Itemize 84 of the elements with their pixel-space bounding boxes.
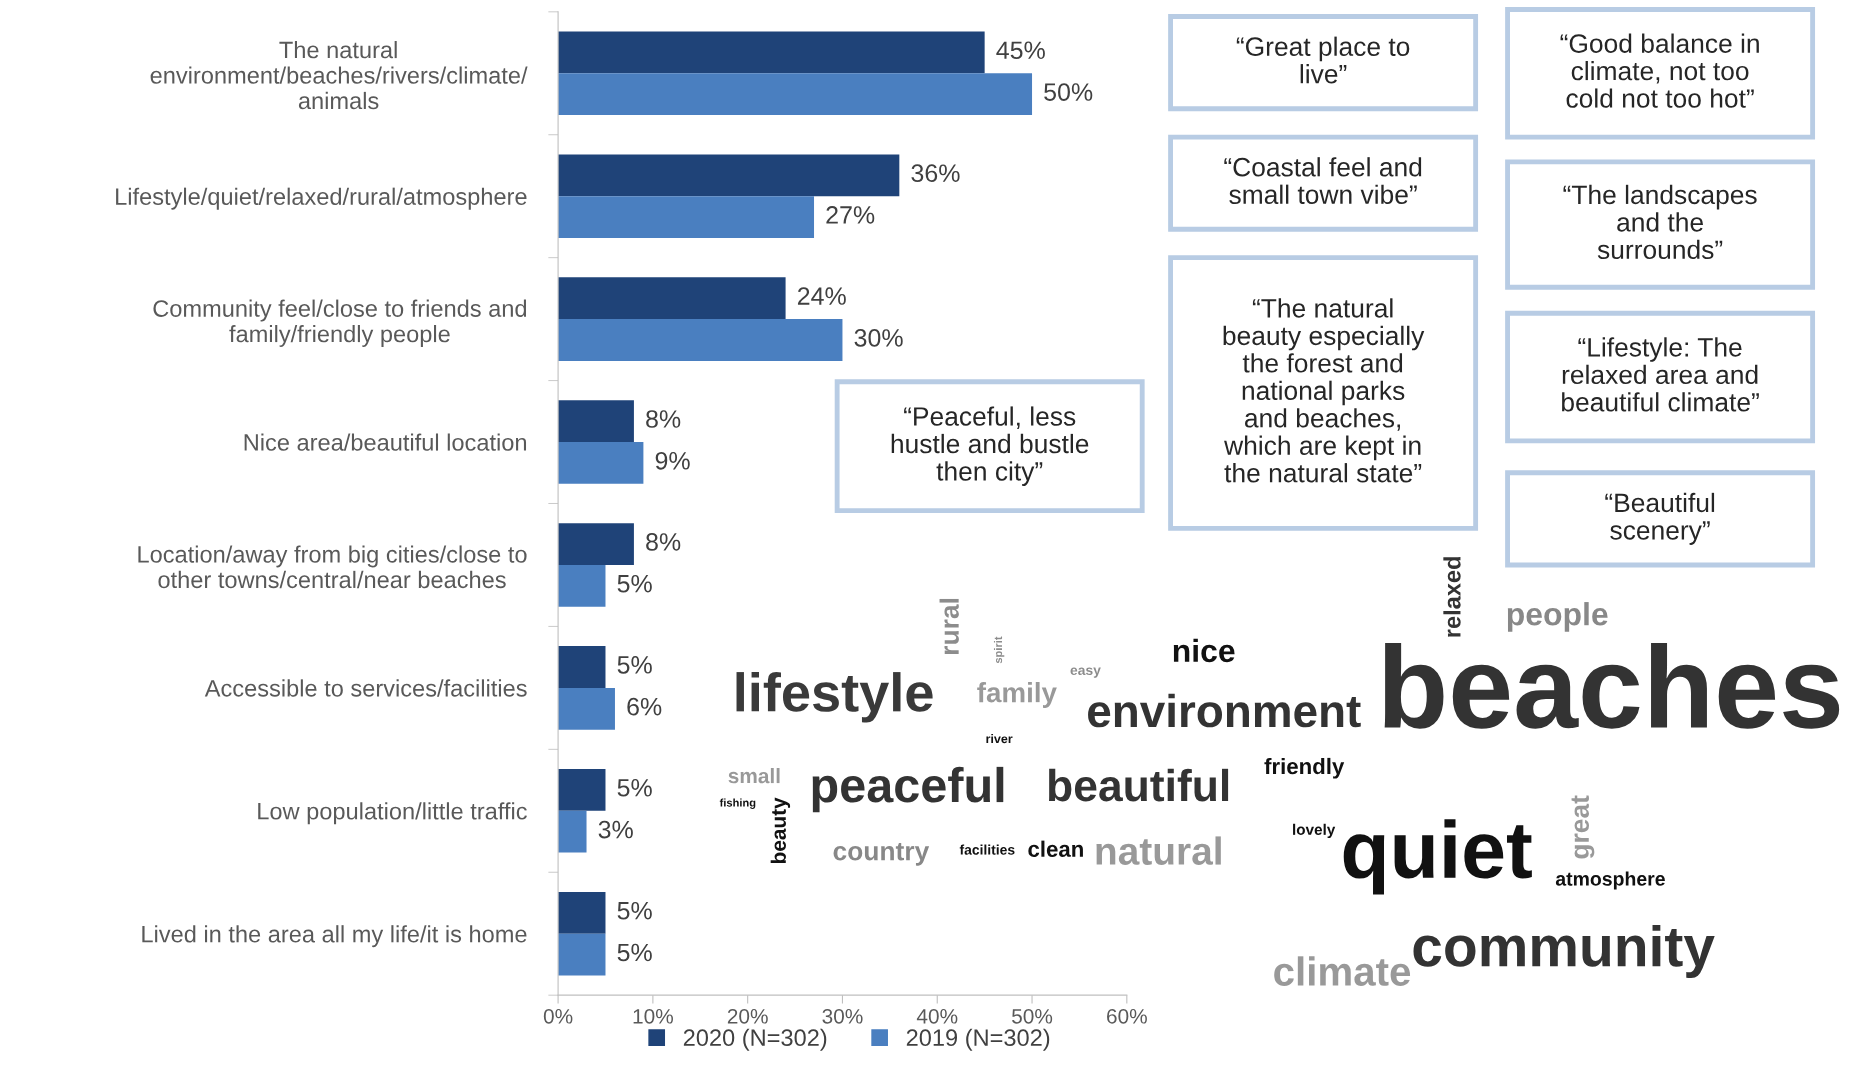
annotation: fishing [719,798,756,809]
annotation: clean [1028,840,1083,857]
annotation: small [728,767,780,784]
annotation: peaceful [812,766,1004,813]
x-tick-label: 20% [727,1008,768,1024]
data-label: 5% [617,779,652,797]
annotation: family [977,682,1057,708]
text: friendly [1264,757,1345,779]
data-label: 5% [617,943,652,962]
text: relaxed [1443,557,1461,637]
data-label: 5% [617,574,652,593]
text: community [1413,924,1715,978]
data-label: 8% [646,533,681,551]
bar [558,196,815,238]
y-tick-label: Lifestyle/quiet/relaxed/rural/atmosphere [116,187,527,210]
bar [558,564,606,607]
bar [558,687,615,730]
bar [558,277,786,320]
x-tick-label: 0% [543,1008,573,1024]
text: “Coastal feel and small town vibe” [1224,157,1422,205]
y-tick-label: Community feel/close to friends and family/friendly people [153,299,527,347]
bar [558,769,606,811]
bar [558,810,587,853]
legend-label: 2020 (N=302) [683,1028,827,1051]
data-label: 36% [911,164,960,183]
x-tick-label: 10% [633,1008,673,1024]
annotation: beauty [770,797,791,864]
y-tick-label: Lived in the area all my life/it is home [142,925,527,948]
data-label: 6% [627,697,662,716]
data-label: 27% [826,206,875,224]
legend-label: 2019 (N=302) [906,1028,1050,1051]
annotation: spirit [993,636,1005,664]
data-label: 8% [646,410,681,428]
text: “Good balance in climate, not too cold not too hot” [1560,33,1759,108]
x-tick-label: 40% [916,1008,958,1024]
text: “The landscapes and the surrounds” [1563,184,1757,260]
text: “Beautiful scenery” [1605,492,1715,545]
annotation: facilities [959,844,1015,855]
data-label: 9% [655,451,690,470]
data-label: 45% [996,41,1045,60]
data-label: 24% [797,287,846,305]
bar [558,400,634,443]
y-tick-label: Low population/little traffic [258,802,527,825]
bar [558,891,606,934]
bar [558,319,843,361]
annotation: rural [939,598,959,655]
text: lovely [1293,823,1336,839]
annotation: environment [1088,693,1361,728]
y-tick-label: Location/away from big cities/close to other towns/central/near beaches [138,545,527,589]
annotation: river [986,734,1013,744]
annotation: natural [1096,836,1221,865]
text: nice [1173,638,1235,663]
text: great [1571,795,1595,859]
x-tick-label: 60% [1107,1008,1147,1024]
bar [558,73,1033,116]
bar [558,154,900,197]
text: quiet [1343,819,1532,895]
annotation: lifestyle [736,672,933,723]
text: beaches [1384,642,1840,729]
text: atmosphere [1555,871,1665,890]
text: “The natural beauty especially the forest and national parks and beaches, which are kept in the natural state” [1223,298,1425,483]
text: “Great place to live” [1236,36,1410,84]
bar [558,933,606,976]
data-label: 3% [598,820,633,839]
data-label: 30% [854,329,903,347]
annotation: beautiful [1049,768,1229,802]
annotation: country [833,842,930,866]
data-label: 50% [1044,83,1093,101]
annotation: “Peaceful, less hustle and bustle then city” [891,406,1089,486]
data-label: 5% [617,901,652,920]
y-tick-label: Nice area/beautiful location [244,433,527,451]
text: people [1507,602,1608,632]
y-tick-label: Accessible to services/facilities [204,679,527,697]
annotation: easy [1070,667,1101,678]
bar [558,646,606,688]
y-tick-label: The natural environment/beaches/rivers/climate/ animals [150,41,528,110]
bar [558,31,985,74]
text: “Lifestyle: The relaxed area and beautiful climate” [1562,337,1759,412]
bar [558,442,644,484]
x-tick-label: 30% [822,1008,863,1024]
bar [558,523,634,565]
text: climate [1274,956,1411,986]
x-tick-label: 50% [1012,1008,1053,1024]
data-label: 5% [617,656,652,674]
